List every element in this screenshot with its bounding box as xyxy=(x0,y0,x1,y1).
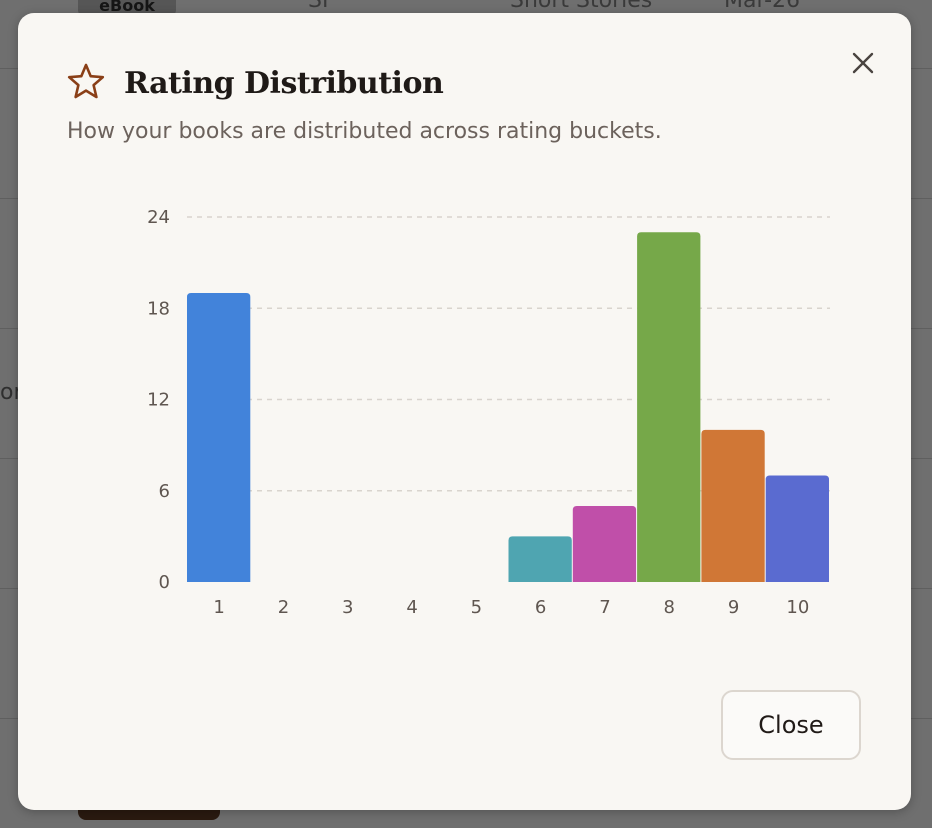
y-tick-label: 24 xyxy=(147,207,170,228)
modal-header: Rating Distribution xyxy=(66,62,444,104)
x-tick-label: 5 xyxy=(471,597,482,618)
y-tick-label: 0 xyxy=(159,572,170,593)
format-badge: eBook xyxy=(78,0,176,16)
bar-rating-7[interactable] xyxy=(572,505,637,582)
bar-rating-8[interactable] xyxy=(637,232,701,583)
side-text: or xyxy=(0,380,23,405)
x-tick-label: 10 xyxy=(786,597,809,618)
modal-title: Rating Distribution xyxy=(124,65,444,101)
rating-distribution-modal: Rating Distribution How your books are d… xyxy=(18,13,911,810)
genre-cell: SF xyxy=(308,0,335,13)
date-cell: Mar-26 xyxy=(724,0,801,13)
x-tick-label: 6 xyxy=(535,597,546,618)
close-icon[interactable] xyxy=(848,48,878,78)
bar-rating-10[interactable] xyxy=(765,475,829,582)
x-tick-label: 4 xyxy=(406,597,417,618)
x-tick-label: 7 xyxy=(599,597,610,618)
bar-rating-1[interactable] xyxy=(187,293,251,582)
x-tick-label: 2 xyxy=(278,597,289,618)
tags-cell: Short Stories xyxy=(510,0,653,13)
bar-rating-6[interactable] xyxy=(508,536,572,582)
y-tick-label: 18 xyxy=(147,298,170,319)
y-tick-label: 6 xyxy=(159,481,170,502)
x-tick-label: 8 xyxy=(664,597,675,618)
bar-rating-9[interactable] xyxy=(701,429,765,582)
x-tick-label: 1 xyxy=(213,597,224,618)
modal-subtitle: How your books are distributed across ra… xyxy=(67,119,662,144)
x-tick-label: 9 xyxy=(728,597,739,618)
close-button[interactable]: Close xyxy=(721,690,861,760)
star-outline-icon xyxy=(66,62,124,104)
x-tick-label: 3 xyxy=(342,597,353,618)
y-tick-label: 12 xyxy=(147,390,170,411)
